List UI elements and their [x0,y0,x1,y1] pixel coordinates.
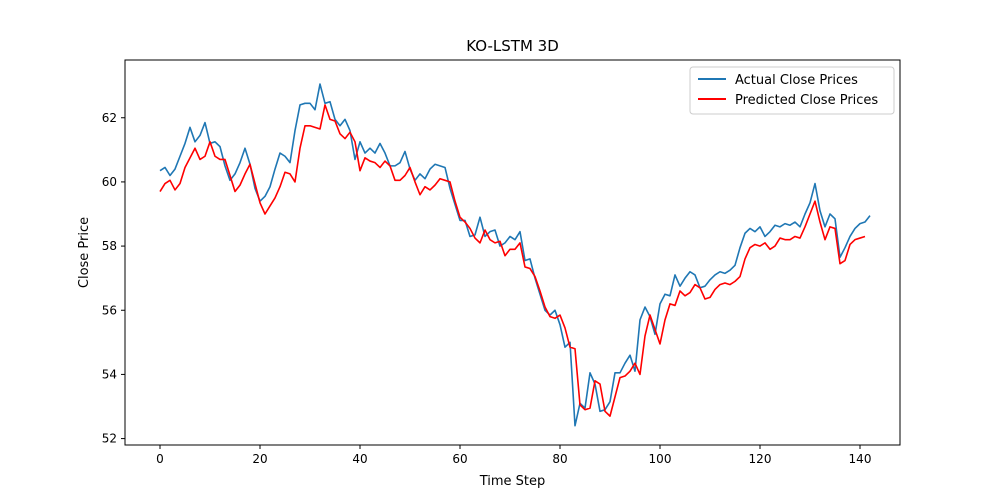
x-tick-label: 40 [352,452,367,466]
y-axis: 52 54 56 58 60 62 [102,111,125,446]
legend-label-actual: Actual Close Prices [735,73,858,88]
y-tick-label: 52 [102,432,117,446]
x-tick-label: 0 [156,452,164,466]
plot-frame [124,59,901,446]
y-tick-label: 60 [102,175,117,189]
x-tick-label: 140 [849,452,872,466]
chart-title: KO-LSTM 3D [466,37,559,55]
series-line-0 [159,83,871,427]
x-tick-label: 100 [649,452,672,466]
y-tick-label: 58 [102,239,117,253]
x-tick-label: 120 [749,452,772,466]
y-tick-label: 56 [102,303,117,317]
series-line-1 [159,104,866,417]
x-tick-label: 80 [552,452,567,466]
x-tick-label: 20 [252,452,267,466]
x-axis: 0 20 40 60 80 100 120 140 [156,445,871,466]
series-lines [159,83,871,427]
y-axis-label: Close Price [77,217,92,288]
y-tick-label: 54 [102,367,117,381]
legend: Actual Close Prices Predicted Close Pric… [689,66,895,115]
x-tick-label: 60 [452,452,467,466]
legend-label-predicted: Predicted Close Prices [735,93,878,108]
y-tick-label: 62 [102,111,117,125]
legend-box [689,66,895,115]
x-axis-label: Time Step [479,474,546,489]
